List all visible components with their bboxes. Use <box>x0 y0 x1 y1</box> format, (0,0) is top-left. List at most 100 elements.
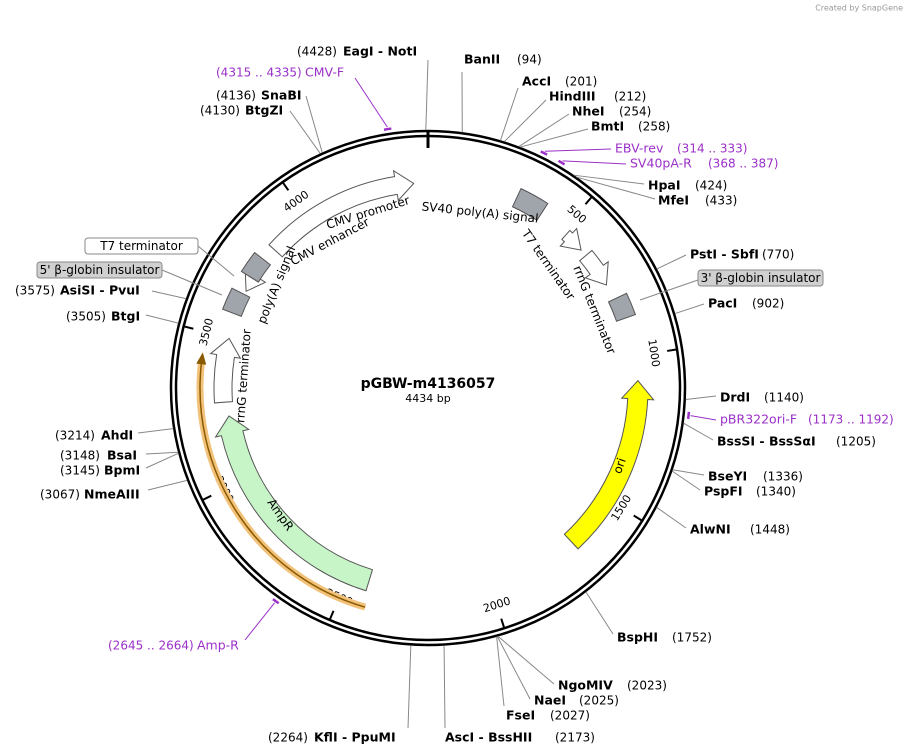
feature-cmv <box>268 169 415 258</box>
enzyme-name: BtgI <box>111 309 140 324</box>
feature-rrng-right <box>578 249 609 286</box>
enzyme-location: (1448) <box>750 523 790 537</box>
primer-line <box>544 148 612 152</box>
enzyme-name: AscI - BssHII <box>445 730 532 745</box>
enzyme-location: (1140) <box>764 391 804 405</box>
cut-site-line <box>674 303 705 315</box>
enzyme-location: (902) <box>752 297 784 311</box>
primer-location: (1173 .. 1192) <box>808 413 894 427</box>
enzyme-location: (254) <box>619 105 651 119</box>
cut-site-line <box>145 452 179 469</box>
enzyme-name: SnaBI <box>261 88 302 103</box>
primer-location: (2645 .. 2664) <box>108 639 194 653</box>
enzyme-location: (3145) <box>60 464 100 478</box>
enzyme-name: MfeI <box>658 193 689 208</box>
enzyme-name: NaeI <box>534 693 566 708</box>
tick-label: 4000 <box>281 188 311 215</box>
enzyme-name: AhdI <box>101 428 133 443</box>
enzyme-name: FseI <box>506 708 535 723</box>
tick-mark <box>633 514 643 522</box>
credit: Created by SnapGene <box>815 4 903 13</box>
enzyme-name: NgoMIV <box>558 678 613 693</box>
feature-rrng-left <box>209 337 242 404</box>
cut-site-line <box>685 395 717 401</box>
enzyme-location: (770) <box>762 248 794 262</box>
enzyme-name: DrdI <box>720 390 750 405</box>
tick-label: 2000 <box>482 594 513 615</box>
cut-site-line <box>520 128 589 148</box>
cut-site-line <box>656 506 687 529</box>
feature-label: rrnG terminator <box>233 329 254 424</box>
primer-name: CMV-F <box>305 65 344 80</box>
tick-label: 500 <box>564 203 588 227</box>
primer-region-line <box>199 360 366 608</box>
primer-line <box>244 602 276 641</box>
enzyme-name: HindIII <box>549 89 596 104</box>
cut-site-line <box>683 422 714 441</box>
enzyme-location: (433) <box>705 194 737 208</box>
enzyme-location: (94) <box>517 53 542 67</box>
feature-box <box>221 287 251 317</box>
tick-mark <box>201 494 212 502</box>
callout-label: T7 terminator <box>99 239 183 253</box>
feature-label: poly(A) signal <box>255 244 299 326</box>
callout-box <box>36 261 163 279</box>
callout-label: 5' β-globin insulator <box>40 263 160 277</box>
cut-site-line <box>425 59 429 131</box>
tick-mark <box>328 610 335 621</box>
cut-site-line <box>496 636 531 700</box>
cut-site-line <box>407 645 412 729</box>
enzyme-location: (1752) <box>672 631 712 645</box>
enzyme-name: BanII <box>464 52 500 67</box>
feature-t7-right <box>559 227 582 251</box>
enzyme-name: PacI <box>708 296 737 311</box>
tick-mark <box>183 325 194 330</box>
cut-site-line <box>503 99 547 142</box>
callout-line <box>197 245 235 277</box>
cut-site-line <box>443 645 446 729</box>
enzyme-name: BmtI <box>591 119 624 134</box>
callout-box <box>84 237 199 255</box>
enzyme-location: (258) <box>638 120 670 134</box>
enzyme-location: (3505) <box>66 310 106 324</box>
enzyme-location: (3148) <box>60 449 100 463</box>
primer-location: (368 .. 387) <box>708 157 778 171</box>
tick-mark <box>584 195 593 205</box>
enzyme-location: (2023) <box>627 679 667 693</box>
primer-mark <box>383 127 392 131</box>
enzyme-name: KflI - PpuMI <box>314 730 396 745</box>
primer-name: Amp-R <box>197 638 239 653</box>
tick-mark <box>666 348 678 352</box>
primer-region-head <box>196 352 207 365</box>
enzyme-location: (4130) <box>200 104 240 118</box>
feature-ampr <box>214 415 374 592</box>
primer-name: EBV-rev <box>615 141 664 156</box>
enzyme-location: (212) <box>614 90 646 104</box>
feature-label: ori <box>610 456 628 475</box>
cut-site-line <box>145 451 179 455</box>
tick-label: 3500 <box>197 317 216 347</box>
enzyme-name: BseYI <box>708 469 747 484</box>
cut-site-line <box>289 110 321 154</box>
enzyme-location: (4136) <box>216 89 256 103</box>
enzyme-location: (2264) <box>268 731 308 745</box>
plasmid-size: 4434 bp <box>405 392 450 405</box>
enzyme-name: EagI - NotI <box>343 44 417 59</box>
primer-mark <box>557 159 566 166</box>
cut-site-line <box>573 174 645 185</box>
primer-line <box>690 415 717 421</box>
enzyme-location: (1340) <box>756 485 796 499</box>
cut-site-line <box>500 87 519 141</box>
cut-site-line <box>151 290 187 300</box>
primer-line <box>562 160 627 165</box>
primer-name: pBR322ori-F <box>720 412 797 427</box>
enzyme-location: (4428) <box>297 45 337 59</box>
enzyme-name: NmeAIII <box>84 487 140 502</box>
enzyme-name: BssSI - BssSαI <box>717 434 816 449</box>
cut-site-line <box>671 470 701 491</box>
enzyme-name: BsaI <box>107 448 137 463</box>
enzyme-location: (1205) <box>836 435 876 449</box>
enzyme-name: BspHI <box>617 630 658 645</box>
enzyme-name: AccI <box>522 74 551 89</box>
callout-line <box>161 269 223 296</box>
